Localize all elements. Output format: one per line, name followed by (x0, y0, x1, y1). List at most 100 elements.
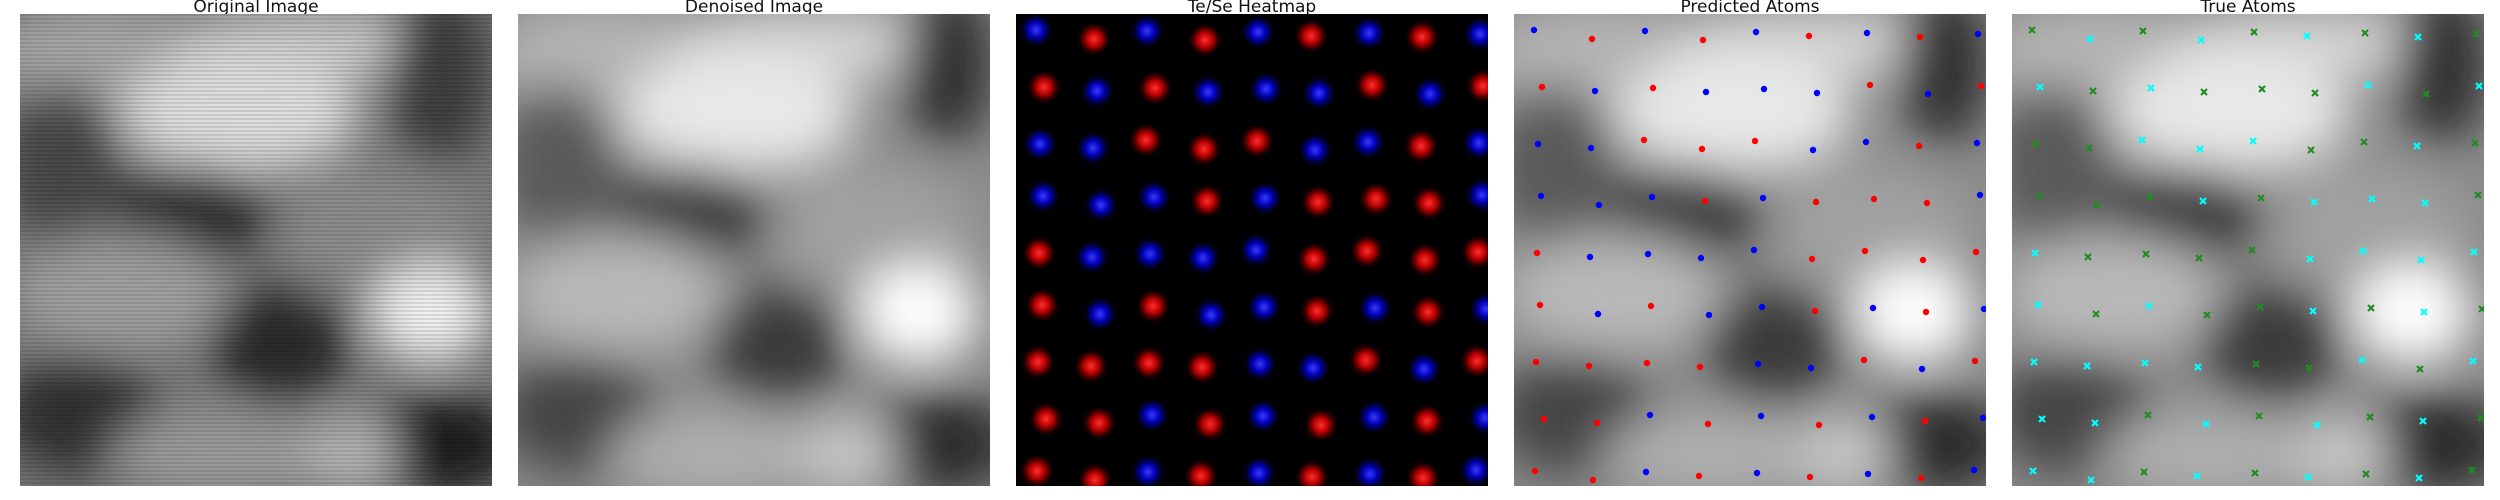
true-se-atom (2203, 311, 2211, 319)
te-se-heatmap (1016, 14, 1488, 486)
true-atom-cross-stroke (2468, 466, 2476, 474)
se-heat-spot (1133, 237, 1167, 271)
true-se-atom (2028, 26, 2036, 34)
se-heat-spot (1413, 77, 1447, 111)
true-te-atom (2147, 84, 2155, 92)
true-atoms-panel: True Atoms (2012, 0, 2484, 486)
se-heat-spot (1459, 453, 1488, 486)
predicted-te-atom (1972, 248, 1980, 256)
true-atom-cross-stroke (2084, 253, 2092, 261)
true-atom-cross-stroke (2306, 255, 2314, 263)
true-atom-cross-stroke (2030, 358, 2038, 366)
te-heat-spot (1184, 459, 1218, 486)
predicted-atoms-panel: Predicted Atoms (1514, 0, 1986, 486)
true-atom-cross-stroke (2248, 246, 2256, 254)
true-te-atom (2475, 82, 2483, 90)
predicted-te-atom (1647, 302, 1655, 310)
true-se-atom (2474, 191, 2482, 199)
true-se-atom (2360, 138, 2368, 146)
predicted-te-atom (1870, 195, 1878, 203)
original-image (20, 14, 492, 486)
predicted-se-atom (1753, 469, 1761, 477)
true-atom-cross-stroke (2309, 307, 2317, 315)
true-atom-cross-stroke (2035, 192, 2043, 200)
se-heat-spot (1248, 181, 1282, 215)
te-heat-spot (1405, 20, 1439, 54)
true-atom-cross-stroke (2256, 303, 2264, 311)
true-te-atom (2030, 358, 2038, 366)
true-te-atom (2420, 308, 2428, 316)
true-atom-cross-stroke (2367, 304, 2375, 312)
true-te-atom (2368, 195, 2376, 203)
te-heat-spot (1300, 294, 1334, 328)
se-heat-spot (1249, 72, 1283, 106)
true-atoms-image (2012, 14, 2484, 486)
predicted-se-atom (1642, 468, 1650, 476)
true-atom-cross-stroke (2034, 301, 2042, 309)
predicted-te-atom (1922, 308, 1930, 316)
predicted-te-atom (1808, 255, 1816, 263)
true-se-atom (2089, 87, 2097, 95)
predicted-te-atom (1916, 33, 1924, 41)
se-heat-spot (1246, 399, 1280, 433)
se-heat-spot (1080, 74, 1114, 108)
true-atom-cross-stroke (2085, 144, 2093, 152)
predicted-te-atom (1699, 36, 1707, 44)
true-te-atom (2038, 415, 2046, 423)
predicted-te-atom (1698, 145, 1706, 153)
predicted-te-atom (1704, 420, 1712, 428)
predicted-se-atom (1976, 191, 1984, 199)
true-se-atom (2468, 466, 2476, 474)
predicted-se-atom (1979, 414, 1986, 422)
true-atom-cross-stroke (2421, 199, 2429, 207)
se-heat-spot (1019, 14, 1053, 47)
true-se-atom (2093, 201, 2101, 209)
te-heat-spot (1406, 461, 1440, 486)
predicted-se-atom (1807, 364, 1815, 372)
true-se-atom (2366, 413, 2374, 421)
predicted-se-atom (1863, 29, 1871, 37)
true-te-atom (2304, 473, 2312, 481)
true-te-atom (2313, 421, 2321, 429)
se-heat-spot (1298, 133, 1332, 167)
true-se-atom (2416, 365, 2424, 373)
predicted-te-atom (1811, 307, 1819, 315)
true-atom-cross-stroke (2422, 90, 2430, 98)
true-atom-cross-stroke (2251, 469, 2259, 477)
predicted-te-atom (1919, 256, 1927, 264)
true-se-atom (2361, 29, 2369, 37)
se-heat-spot (1247, 290, 1281, 324)
true-se-atom (2084, 253, 2092, 261)
te-heat-spot (1350, 234, 1384, 268)
true-se-atom (2471, 139, 2479, 147)
true-te-atom (2034, 301, 2042, 309)
predicted-se-atom (1809, 146, 1817, 154)
true-se-atom (2195, 254, 2203, 262)
true-atom-cross-stroke (2032, 140, 2040, 148)
true-atom-cross-stroke (2036, 83, 2044, 91)
predicted-se-atom (1534, 140, 1542, 148)
predicted-te-atom (1806, 473, 1814, 481)
te-heat-spot (1294, 19, 1328, 53)
true-atom-cross-stroke (2417, 256, 2425, 264)
true-te-atom (2194, 363, 2202, 371)
te-heat-spot (1077, 22, 1111, 56)
predicted-se-atom (1646, 411, 1654, 419)
true-se-atom (2307, 146, 2315, 154)
true-atom-cross-stroke (2202, 420, 2210, 428)
true-atom-cross-stroke (2420, 308, 2428, 316)
predicted-se-atom (1641, 27, 1649, 35)
se-heat-spot (1358, 291, 1392, 325)
te-heat-spot (1190, 184, 1224, 218)
true-atom-cross-stroke (2470, 248, 2478, 256)
true-te-atom (2309, 307, 2317, 315)
true-atom-cross-stroke (2366, 413, 2374, 421)
te-heat-spot (1025, 288, 1059, 322)
te-heat-spot (1193, 407, 1227, 441)
true-se-atom (2252, 360, 2260, 368)
predicted-se-atom (1530, 26, 1538, 34)
true-se-atom (2200, 88, 2208, 96)
se-heat-spot (1023, 127, 1057, 161)
true-atom-cross-stroke (2477, 414, 2484, 422)
true-atom-cross-stroke (2471, 139, 2479, 147)
